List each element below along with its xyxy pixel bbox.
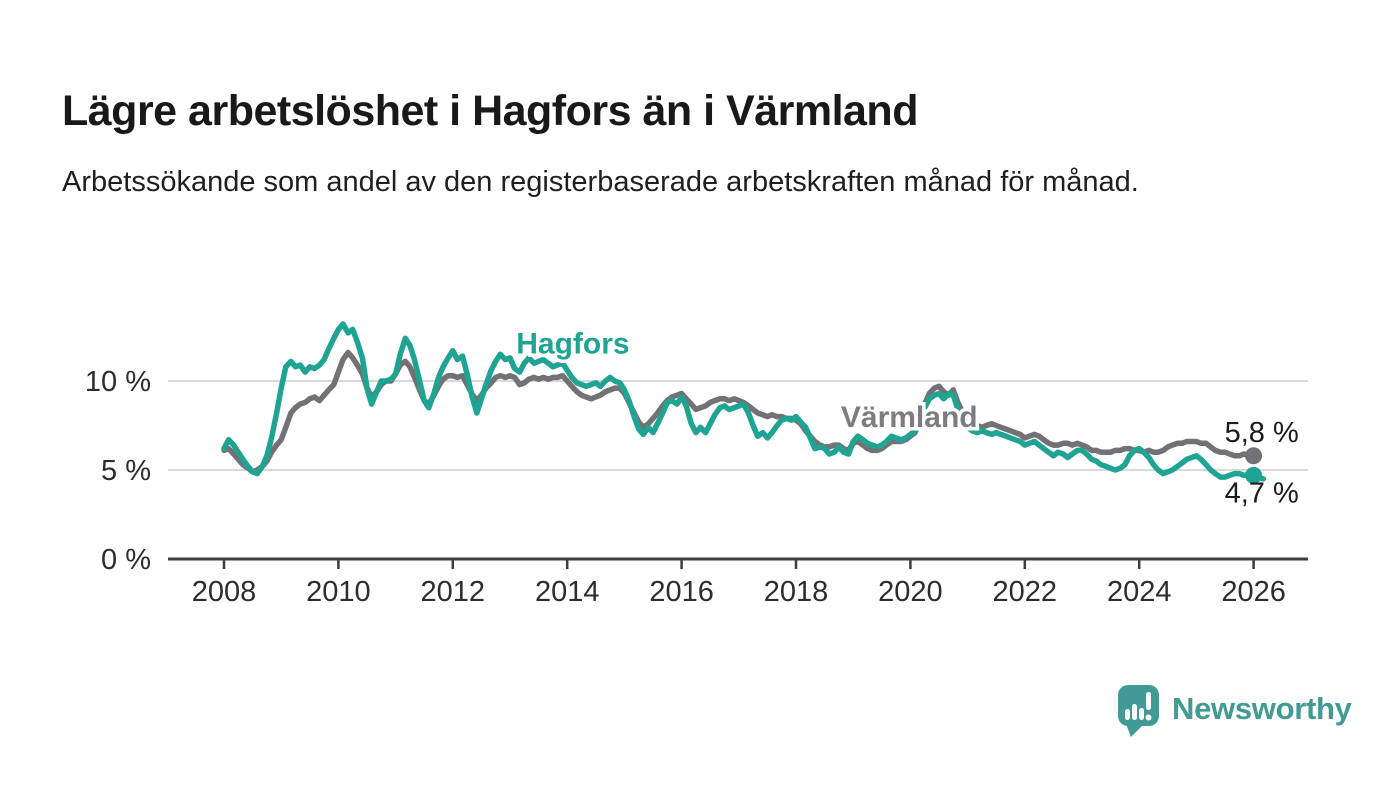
y-axis-tick-label: 0 % <box>101 544 151 576</box>
y-axis-tick-label: 10 % <box>85 366 151 398</box>
branding: Newsworthy <box>1110 676 1370 742</box>
x-axis-tick-label: 2026 <box>1221 576 1286 608</box>
x-axis-tick-label: 2022 <box>993 576 1058 608</box>
series-end-value-varmland: 5,8 % <box>1225 417 1299 449</box>
x-axis-tick-label: 2008 <box>192 576 257 608</box>
x-axis-tick-label: 2016 <box>649 576 714 608</box>
series-line-hagfors <box>221 321 1267 482</box>
series-end-dot-hagfors <box>1245 466 1263 484</box>
series-end-dot-varmland <box>1245 447 1263 465</box>
x-axis-tick-label: 2018 <box>764 576 829 608</box>
page-title: Lägre arbetslöshet i Hagfors än i Värmla… <box>62 86 918 135</box>
series-label-hagfors: Hagfors <box>516 328 629 361</box>
series-line-varmland <box>221 349 1257 475</box>
x-axis-tick-label: 2024 <box>1107 576 1172 608</box>
x-axis-tick-label: 2020 <box>878 576 943 608</box>
x-axis-tick-label: 2014 <box>535 576 600 608</box>
series-label-varmland: Värmland <box>841 401 978 434</box>
y-axis-tick-label: 5 % <box>101 455 151 487</box>
series-end-value-hagfors: 4,7 % <box>1225 477 1299 509</box>
newsworthy-logo-text: Newsworthy <box>1172 691 1352 726</box>
page-subtitle: Arbetssökande som andel av den registerb… <box>62 166 1139 198</box>
x-axis-tick-label: 2012 <box>421 576 486 608</box>
newsworthy-logo-icon <box>1118 685 1159 737</box>
x-axis-tick-label: 2010 <box>306 576 371 608</box>
